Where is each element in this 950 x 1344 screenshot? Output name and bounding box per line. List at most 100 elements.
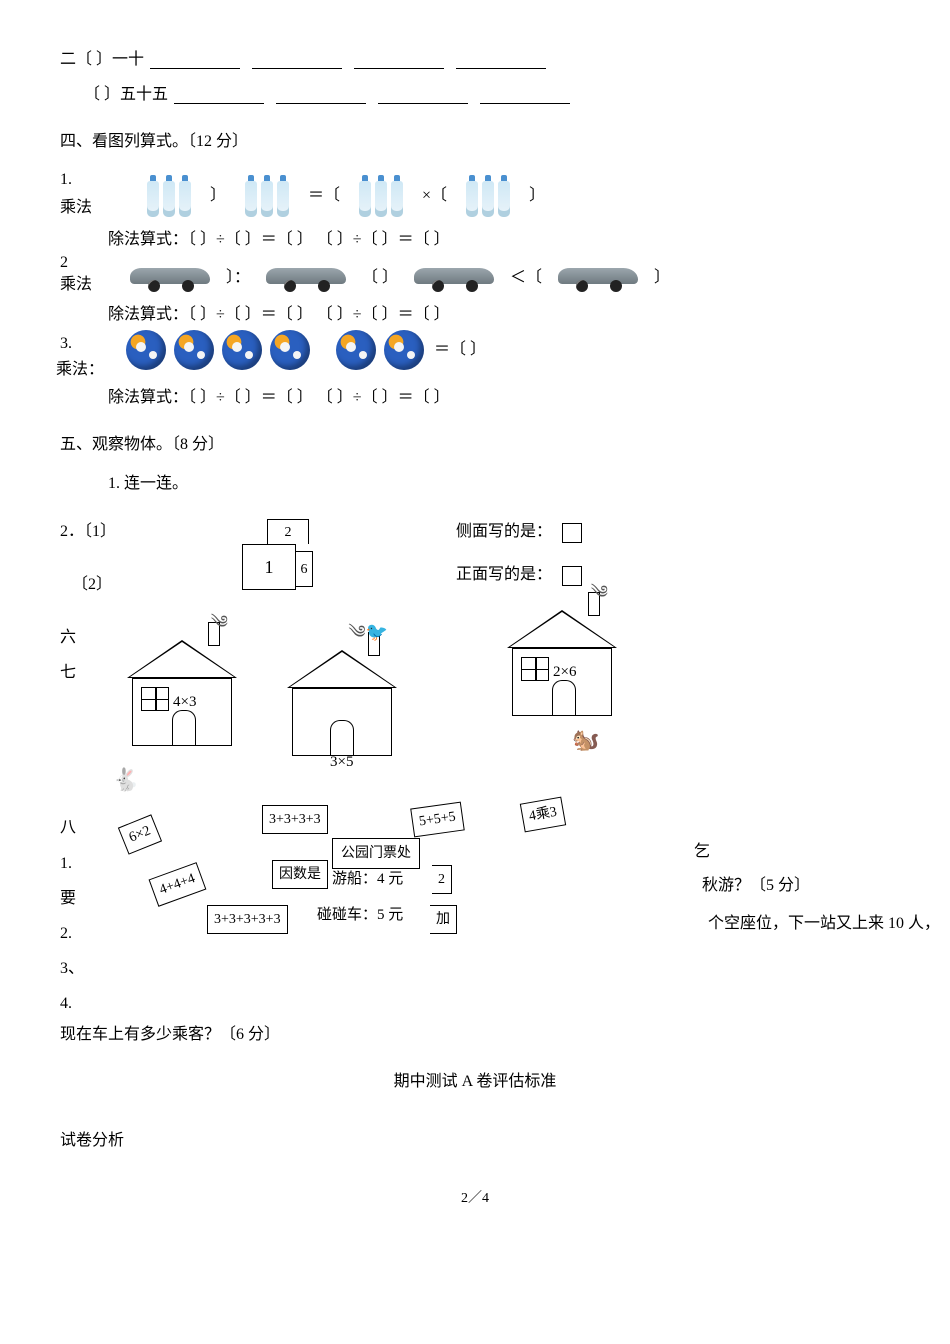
footer-title: 期中测试 A 卷评估标准 xyxy=(60,1068,890,1097)
left-num-7: 七 xyxy=(60,655,84,690)
sign-3333: 3+3+3+3 xyxy=(262,805,328,834)
close-bracket: 〕 xyxy=(529,182,545,211)
q3-number: 3. xyxy=(60,330,72,359)
ball-icon xyxy=(270,330,310,370)
door-icon xyxy=(172,710,196,745)
sign-6x2: 6×2 xyxy=(118,814,162,855)
bracket-colon: 〕： xyxy=(226,264,250,293)
s5-item2: 2．〔1〕 xyxy=(60,518,122,547)
q2-car-row: 2 乘法 〕： 〔 〕 ＜〔 〕 xyxy=(60,255,890,301)
front-label: 正面写的是： xyxy=(456,566,552,583)
house-2: ༄🐦 3×5 xyxy=(292,650,392,756)
fill-line-1-prefix: 二〔 〕一十 xyxy=(60,46,144,75)
ball-icon xyxy=(336,330,376,370)
fill-line-2: 〔 〕五十五 xyxy=(60,81,890,110)
car-icon xyxy=(558,264,638,292)
car-icon xyxy=(130,264,210,292)
ball-icon xyxy=(174,330,214,370)
left-yao: 要 xyxy=(60,881,84,916)
bottle-group xyxy=(146,175,192,217)
answer-box[interactable] xyxy=(562,523,582,543)
front-face-row: 正面写的是： xyxy=(456,561,582,590)
left-q4: 4. xyxy=(60,986,84,1021)
side-label: 侧面写的是： xyxy=(456,523,552,540)
fill-line-2-prefix: 〔 〕五十五 xyxy=(84,81,168,110)
blank[interactable] xyxy=(252,52,342,69)
mult-label-colon: 乘法： xyxy=(56,356,104,385)
sign-factor: 因数是 xyxy=(272,860,328,889)
left-q2: 2. xyxy=(60,916,84,951)
sign-jia: 加 xyxy=(430,905,457,934)
s5-item1: 1. 连一连。 xyxy=(60,470,890,499)
mult-label: 乘法 xyxy=(60,271,92,300)
smoke-icon: ༄ xyxy=(211,606,228,638)
dice: 2 1 6 xyxy=(242,544,296,590)
less-sym: ＜〔 xyxy=(510,264,542,293)
bottle-group xyxy=(358,175,404,217)
ticket-title: 公园门票处 xyxy=(332,838,420,869)
blank[interactable] xyxy=(276,87,366,104)
house-1: ༄ 4×3 xyxy=(132,640,232,746)
blank[interactable] xyxy=(354,52,444,69)
ball-icon xyxy=(126,330,166,370)
dice-top: 2 xyxy=(267,519,309,544)
smoke-icon: ༄ xyxy=(591,576,608,608)
open-bracket: 〔 〕 xyxy=(362,264,398,293)
car-icon xyxy=(414,264,494,292)
door-icon xyxy=(552,680,576,715)
section-5-heading: 五、观察物体。〔8 分〕 xyxy=(60,431,890,460)
blank[interactable] xyxy=(150,52,240,69)
house-scene: ༄ 4×3 ༄🐦 3×5 ༄ xyxy=(92,610,890,930)
right-frag-3: 个空座位，下一站又上来 10 人， xyxy=(708,910,940,939)
eq-sym: ＝〔 xyxy=(308,182,340,211)
window-icon xyxy=(141,687,169,711)
bottle-group xyxy=(465,175,511,217)
dice-front: 1 xyxy=(243,545,295,589)
right-frag-2: 秋游？〔5 分〕 xyxy=(702,872,810,901)
left-q1: 1. xyxy=(60,846,84,881)
sign-2: 2 xyxy=(432,865,452,894)
times-sym: ×〔 xyxy=(422,182,447,211)
left-q3: 3、 xyxy=(60,951,84,986)
sign-555: 5+5+5 xyxy=(410,802,464,838)
blank[interactable] xyxy=(480,87,570,104)
q4-tail: 现在车上有多少乘客？〔6 分〕 xyxy=(60,1021,890,1050)
sign-444: 4+4+4 xyxy=(149,862,207,907)
ticket-car: 碰碰车：5 元 xyxy=(317,902,403,929)
q1-division: 除法算式：〔 〕÷〔 〕＝〔 〕 〔 〕÷〔 〕＝〔 〕 xyxy=(60,226,890,255)
close-bracket: 〕 xyxy=(210,182,226,211)
q3-division: 除法算式：〔 〕÷〔 〕＝〔 〕 〔 〕÷〔 〕＝〔 〕 xyxy=(60,384,890,413)
q3-row: 3. 乘法： ＝〔 〕 xyxy=(60,330,890,384)
eq-tail: ＝〔 〕 xyxy=(434,336,486,365)
animal-icon: 🐿️ xyxy=(572,720,599,760)
side-face-row: 侧面写的是： xyxy=(456,518,582,547)
dice-side: 6 xyxy=(296,551,313,587)
answer-box[interactable] xyxy=(562,566,582,586)
close-bracket: 〕 xyxy=(654,264,670,293)
page-number: 2／4 xyxy=(60,1186,890,1211)
smoke-icon: ༄🐦 xyxy=(348,616,388,648)
house-2-label: 3×5 xyxy=(330,749,353,776)
blank[interactable] xyxy=(378,87,468,104)
ball-icon xyxy=(384,330,424,370)
section-4-heading: 四、看图列算式。〔12 分〕 xyxy=(60,128,890,157)
fill-line-1: 二〔 〕一十 xyxy=(60,46,890,75)
q1-bottle-row: 1. 乘法 〕 ＝〔 ×〔 〕 xyxy=(60,166,890,226)
analysis-heading: 试卷分析 xyxy=(60,1127,890,1156)
right-frag-1: 乞 xyxy=(694,838,710,867)
left-num-8: 八 xyxy=(60,810,84,845)
ball-icon xyxy=(222,330,262,370)
s5-item2b: 〔2〕 xyxy=(60,571,122,600)
blank[interactable] xyxy=(456,52,546,69)
car-icon xyxy=(266,264,346,292)
window-icon xyxy=(521,657,549,681)
ticket-boat: 游船：4 元 xyxy=(332,866,403,893)
ball-row: ＝〔 〕 xyxy=(124,330,890,370)
sign-4c3: 4乘3 xyxy=(520,797,566,833)
sign-33333: 3+3+3+3+3 xyxy=(207,905,288,934)
animal-icon: 🐇 xyxy=(112,760,139,800)
mult-label: 乘法 xyxy=(60,194,92,223)
left-num-6: 六 xyxy=(60,620,84,655)
q1-number: 1. xyxy=(60,166,72,195)
blank[interactable] xyxy=(174,87,264,104)
